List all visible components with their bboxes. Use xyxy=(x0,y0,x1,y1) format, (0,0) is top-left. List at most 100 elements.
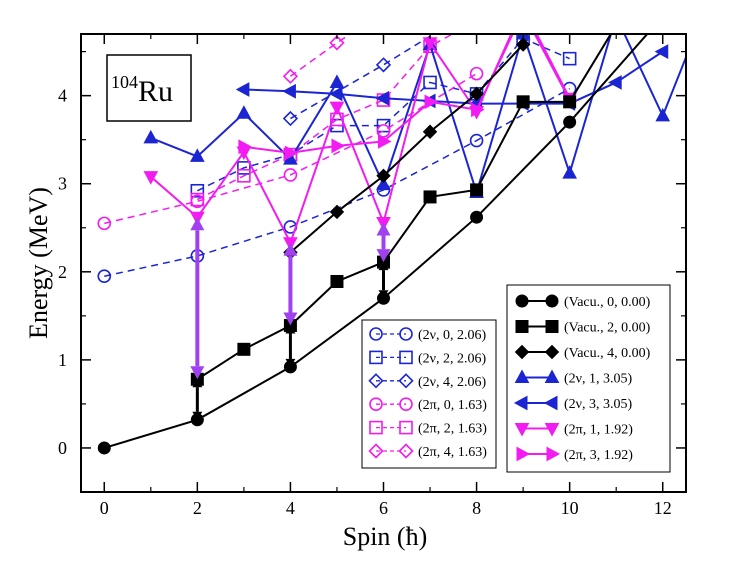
arrow-head-down xyxy=(283,312,298,326)
legend-label: (Vacu., 4, 0.00) xyxy=(564,346,651,361)
y-tick-label: 1 xyxy=(58,350,67,370)
data-point xyxy=(563,115,577,129)
legend-label: (Vacu., 2, 0.00) xyxy=(564,321,651,336)
legend-marker xyxy=(545,294,559,308)
nucleus-label-box xyxy=(106,54,192,122)
data-point xyxy=(282,83,296,99)
x-tick-label: 4 xyxy=(286,498,295,518)
data-point xyxy=(657,10,669,22)
series-line xyxy=(197,37,570,192)
data-point xyxy=(655,107,671,122)
series-11 xyxy=(143,34,577,251)
legend-entry: (2ν, 1, 3.05) xyxy=(514,369,632,387)
data-point xyxy=(282,110,299,127)
legend-entry: (2ν, 4, 2.06) xyxy=(368,373,486,390)
legend-label: (2ν, 1, 3.05) xyxy=(564,372,632,387)
series-line xyxy=(197,34,455,201)
legend-marker xyxy=(398,443,414,459)
series-line xyxy=(243,34,571,154)
data-point xyxy=(610,19,622,31)
legend-marker xyxy=(516,446,531,462)
legend-left: (2ν, 0, 2.06) (2ν, 2, 2.06) (2ν, 4, 2.06) (… xyxy=(361,319,497,469)
arrow-head-up xyxy=(376,222,391,236)
data-point xyxy=(190,192,205,207)
legend-marker xyxy=(546,446,561,462)
data-point xyxy=(97,216,112,231)
legend-label: (2ν, 3, 3.05) xyxy=(564,397,632,412)
y-tick-label: 4 xyxy=(58,86,67,106)
data-point xyxy=(97,441,111,455)
legend-entry: (Vacu., 4, 0.00) xyxy=(514,344,651,361)
data-point xyxy=(562,51,577,66)
x-tick-label: 12 xyxy=(654,498,672,518)
legend-marker xyxy=(544,423,560,437)
data-point xyxy=(610,9,623,21)
x-tick-label: 0 xyxy=(100,498,109,518)
data-point xyxy=(469,86,484,102)
legend-entry: (2ν, 0, 2.06) xyxy=(369,327,486,343)
y-tick-label: 2 xyxy=(58,262,67,282)
arrow-head-up xyxy=(378,262,389,271)
data-point xyxy=(329,204,345,220)
legend-marker xyxy=(398,373,414,389)
legend-entry: (2π, 4, 1.63) xyxy=(368,443,487,460)
legend-marker xyxy=(399,397,413,412)
legend-marker xyxy=(544,344,560,360)
data-point xyxy=(424,94,439,110)
legend-label: (2π, 3, 1.92) xyxy=(564,448,633,463)
legend-marker xyxy=(514,369,530,383)
legend-entry: (2ν, 3, 3.05) xyxy=(513,395,632,412)
data-point xyxy=(376,124,391,138)
arrow-head-down xyxy=(190,366,205,380)
nucleus-label: 104Ru xyxy=(106,54,192,122)
arrow-head-down xyxy=(285,358,296,367)
data-point xyxy=(282,68,299,84)
data-point xyxy=(423,190,437,204)
data-point xyxy=(470,183,484,197)
data-point xyxy=(423,75,437,90)
nucleus-mass-number: 104 xyxy=(111,72,138,92)
legend-marker xyxy=(368,373,384,389)
data-point xyxy=(376,168,391,184)
data-point xyxy=(471,15,483,27)
data-point xyxy=(283,168,298,182)
arrow-head-up xyxy=(283,242,298,256)
legend-left-box xyxy=(361,319,497,469)
legend-entry: (Vacu., 0, 0.00) xyxy=(515,294,651,310)
series-5 xyxy=(282,34,352,84)
legend-entry: (2π, 1, 1.92) xyxy=(514,423,633,438)
data-point xyxy=(236,146,252,161)
data-point xyxy=(376,176,391,191)
series-line xyxy=(196,34,613,381)
legend-marker xyxy=(545,320,559,333)
series-10 xyxy=(235,44,669,111)
nucleus-symbol: Ru xyxy=(138,75,173,108)
series-line xyxy=(289,43,524,254)
legend-marker xyxy=(368,443,384,459)
transition-arrow xyxy=(190,217,205,380)
data-point xyxy=(375,90,389,106)
series-2 xyxy=(282,34,436,127)
data-point xyxy=(378,134,392,149)
legend-label: (2ν, 2, 2.06) xyxy=(418,351,486,366)
series-line xyxy=(150,34,571,246)
data-point xyxy=(143,129,159,144)
series-line xyxy=(289,34,352,77)
data-point xyxy=(235,82,250,97)
data-point xyxy=(331,138,346,154)
legend-entry: (2π, 3, 1.92) xyxy=(516,446,633,463)
legend-label: (Vacu., 0, 0.00) xyxy=(564,295,651,310)
series-8 xyxy=(283,37,531,260)
data-point xyxy=(329,74,345,88)
data-point xyxy=(237,342,251,356)
data-point xyxy=(469,66,484,81)
data-point xyxy=(563,95,577,109)
arrow-head-down xyxy=(378,290,389,299)
x-tick-label: 2 xyxy=(193,498,202,518)
data-point xyxy=(236,105,252,119)
legend-entry: (Vacu., 2, 0.00) xyxy=(515,320,651,336)
series-line xyxy=(104,72,477,225)
legend-marker xyxy=(399,420,413,435)
